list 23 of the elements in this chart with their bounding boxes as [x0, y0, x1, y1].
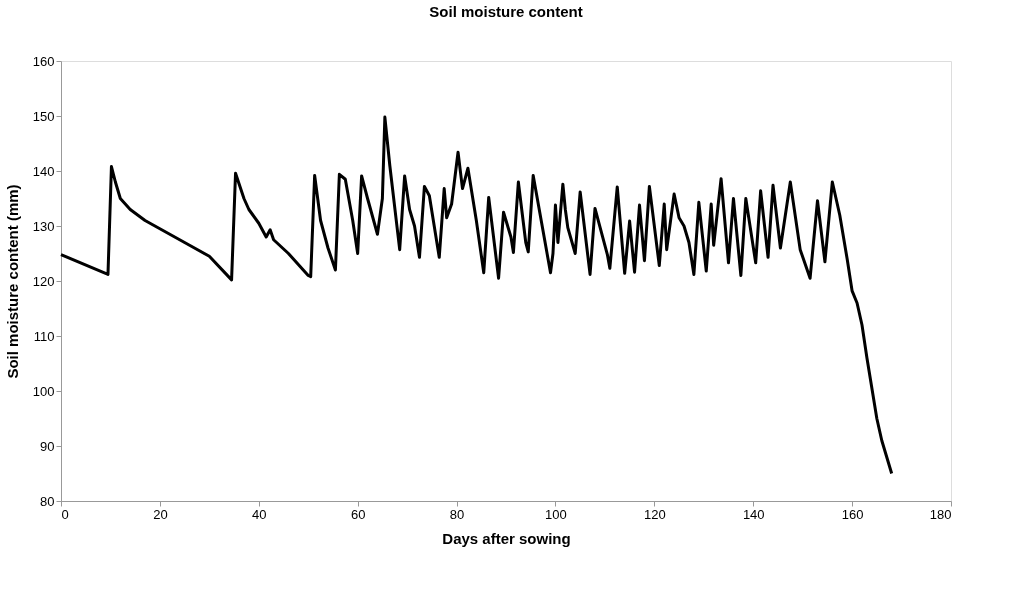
y-tick-label: 130 [32, 218, 55, 234]
y-axis-title: Soil moisture content (mm) [3, 184, 21, 379]
line-series [59, 115, 894, 475]
y-tick-label: 100 [32, 383, 55, 399]
x-tick-label: 180 [929, 506, 952, 522]
x-tick-label: 100 [545, 506, 567, 522]
x-axis-title: Days after sowing [442, 529, 571, 547]
y-tick-label: 160 [32, 53, 55, 69]
y-tick-label: 110 [33, 328, 55, 344]
x-tick-label: 160 [841, 506, 864, 522]
x-tick-label: 120 [643, 506, 666, 522]
y-tick-label: 80 [40, 493, 55, 509]
x-tick-label: 60 [350, 506, 366, 522]
y-tick-label: 120 [32, 273, 55, 289]
y-tick-label: 140 [32, 163, 55, 179]
y-tick-label: 90 [40, 438, 55, 454]
x-tick-label: 140 [742, 506, 765, 522]
x-tick-label: 20 [153, 506, 168, 522]
x-tick-label: 40 [252, 506, 267, 522]
x-tick-label: 0 [61, 506, 69, 522]
chart-title: Soil moisture content [429, 3, 583, 20]
x-tick-label: 80 [449, 506, 465, 522]
y-tick-label: 150 [32, 108, 55, 124]
